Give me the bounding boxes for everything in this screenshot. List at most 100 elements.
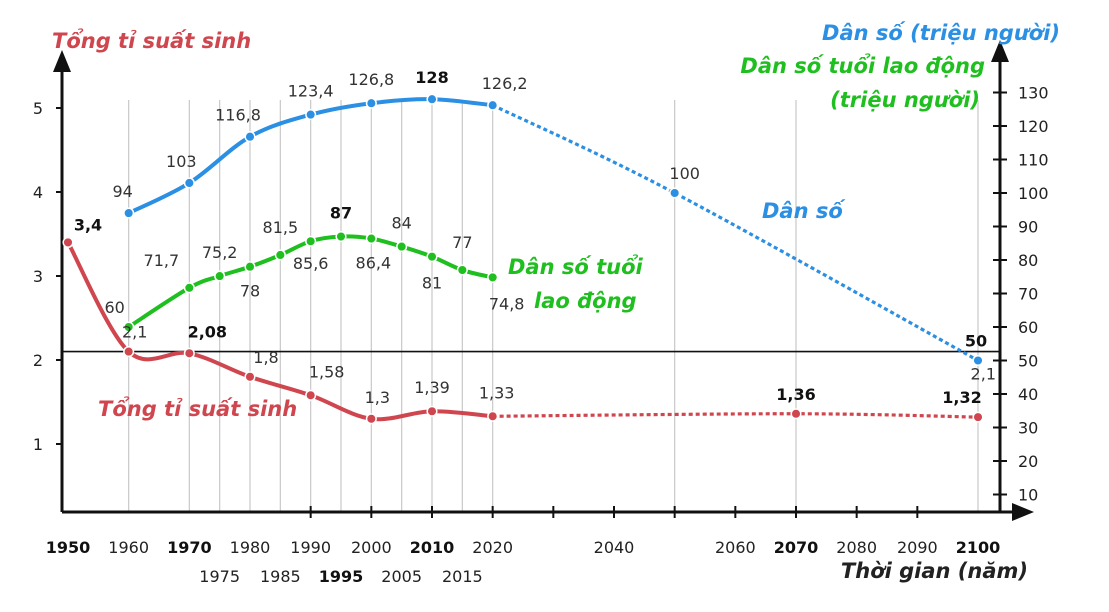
series-2-data-label-1960: 2,1 — [122, 323, 147, 342]
series-0-point-2100 — [972, 354, 984, 367]
x-axis-title: Thời gian (năm) — [841, 559, 1028, 583]
series-0-data-label-2050: 100 — [669, 164, 700, 183]
right-axis-title-working-age-line1: Dân số tuổi lao động — [740, 53, 985, 78]
x-tick-label-2010: 2010 — [410, 538, 455, 557]
series-1-data-label-2015: 77 — [452, 233, 472, 252]
right-tick-label: 30 — [1018, 419, 1038, 438]
left-tick-label: 3 — [33, 267, 43, 286]
right-axis-arrow — [991, 40, 1009, 62]
right-tick-label: 20 — [1018, 452, 1038, 471]
series-1-point-1985 — [274, 249, 286, 261]
series-2-point-1960 — [123, 346, 135, 358]
series-2-point-1990 — [305, 389, 317, 401]
inline-label-population: Dân số — [762, 199, 846, 223]
series-2-data-label-2100: 1,32 — [942, 388, 981, 407]
series-1-data-label-1970: 71,7 — [144, 251, 180, 270]
x-tick-label-1970: 1970 — [167, 538, 212, 557]
series-1-point-2020 — [487, 271, 499, 283]
right-tick-label: 50 — [1018, 352, 1038, 371]
series-2-data-label-2070: 1,36 — [776, 385, 815, 404]
series-1-point-1990 — [305, 235, 317, 247]
series-1-point-1980 — [244, 261, 256, 273]
series-1-data-label-2020: 74,8 — [489, 294, 525, 313]
x-tick-label-2040: 2040 — [594, 538, 635, 557]
x-tick-label-1950: 1950 — [46, 538, 91, 557]
inline-label-fertility: Tổng tỉ suất sinh — [98, 396, 297, 421]
x-tick-label-2005: 2005 — [381, 567, 422, 586]
series-1-point-2000 — [365, 233, 377, 245]
series-1-point-2005 — [396, 241, 408, 253]
series-2-point-2100 — [972, 411, 984, 423]
series-0-data-label-1970: 103 — [166, 152, 197, 171]
series-0-data-label-1980: 116,8 — [215, 106, 261, 125]
reference-line-label-right: 2,1 — [971, 365, 996, 384]
x-tick-label-2000: 2000 — [351, 538, 392, 557]
left-tick-label: 4 — [33, 183, 43, 202]
series-1-point-1960 — [123, 321, 135, 333]
grid-lines — [128, 100, 979, 512]
right-tick-label: 40 — [1018, 385, 1038, 404]
right-tick-label: 100 — [1018, 184, 1049, 203]
series-0-point-1970 — [183, 177, 195, 189]
series-0-data-label-2020: 126,2 — [482, 74, 528, 93]
series-2-point-1970 — [183, 347, 195, 359]
series-1-point-1975 — [214, 270, 226, 282]
x-tick-label-1975: 1975 — [199, 567, 240, 586]
x-tick-label-1980: 1980 — [230, 538, 271, 557]
series-0-point-1960 — [123, 207, 135, 219]
series-2-point-2010 — [426, 405, 438, 417]
left-tick-label: 2 — [33, 351, 43, 370]
series-1-data-label-2000: 86,4 — [356, 254, 392, 273]
series-0-point-2000 — [365, 97, 377, 109]
right-tick-label: 120 — [1018, 117, 1049, 136]
series-2-data-label-1980: 1,8 — [253, 348, 278, 367]
series-2-data-label-1970: 2,08 — [188, 322, 227, 341]
series-0-point-2020 — [487, 99, 499, 111]
left-axis-arrow — [53, 50, 71, 72]
left-tick-label: 5 — [33, 99, 43, 118]
series-2-data-label-2020: 1,33 — [479, 383, 515, 402]
series-2-point-2000 — [365, 413, 377, 425]
series-2-projection-line — [492, 412, 979, 419]
series-1-data-label-1980: 78 — [240, 282, 260, 301]
x-tick-label-1995: 1995 — [319, 567, 364, 586]
axes: 1 2 3 4 5 10 20 30 40 50 60 70 80 90 100 110 120 130 1950 1… — [33, 40, 1049, 586]
left-axis-title: Tổng tỉ suất sinh — [52, 28, 251, 53]
right-tick-label: 80 — [1018, 251, 1038, 270]
x-tick-label-2060: 2060 — [715, 538, 756, 557]
x-tick-label-1960: 1960 — [108, 538, 149, 557]
series-2-point-2020 — [487, 410, 499, 422]
series-0-point-2050 — [669, 187, 681, 199]
series-1-point-1995 — [335, 231, 347, 243]
right-tick-label: 70 — [1018, 285, 1038, 304]
x-tick-label-2090: 2090 — [897, 538, 938, 557]
series-1-point-2015 — [456, 264, 468, 276]
series-2-data-label-2000: 1,3 — [365, 388, 390, 407]
right-axis-title-population: Dân số (triệu người) — [822, 21, 1060, 45]
labels-group: 2,1 94 103 116,8 123,4 126,8 128 126,2 100 50 60 71… — [74, 68, 996, 407]
right-tick-label: 10 — [1018, 486, 1038, 505]
right-axis-title-working-age-line2: (triệu người) — [830, 88, 980, 112]
series-2-data-label-1990: 1,58 — [309, 362, 345, 381]
series-0-data-label-1960: 94 — [112, 182, 132, 201]
x-tick-label-2020: 2020 — [472, 538, 513, 557]
series-1-data-label-2005: 84 — [391, 214, 411, 233]
series-2-point-1950 — [62, 236, 74, 248]
series-1-point-2010 — [426, 251, 438, 263]
series-1-data-label-2010: 81 — [422, 274, 442, 293]
series-1-point-1970 — [183, 282, 195, 294]
series-0-point-1990 — [305, 109, 317, 121]
series-0-data-label-2100: 50 — [965, 332, 987, 351]
right-tick-label: 110 — [1018, 151, 1049, 170]
x-tick-label-2015: 2015 — [442, 567, 483, 586]
x-tick-label-1985: 1985 — [260, 567, 301, 586]
right-tick-label: 60 — [1018, 318, 1038, 337]
inline-label-working-age-line1: Dân số tuổi — [508, 254, 644, 279]
series-1-data-label-1990: 85,6 — [293, 254, 329, 273]
series-1-data-label-1960: 60 — [104, 298, 124, 317]
x-tick-label-1990: 1990 — [290, 538, 331, 557]
series-0-data-label-2010: 128 — [415, 68, 448, 87]
series-0-point-2010 — [426, 93, 438, 105]
series-2-point-1980 — [244, 371, 256, 383]
